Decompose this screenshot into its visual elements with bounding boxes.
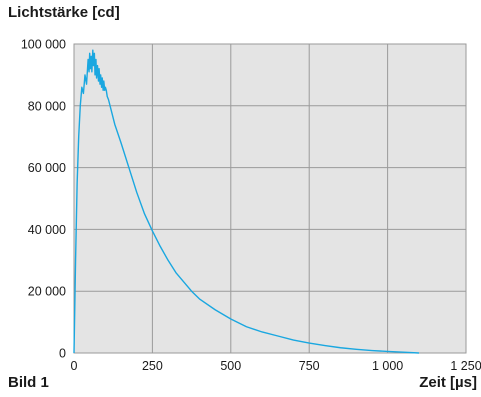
- plot-area: [73, 43, 467, 354]
- y-tick-label: 20 000: [28, 285, 66, 299]
- y-tick-label: 0: [59, 347, 66, 361]
- x-tick-label: 750: [299, 359, 320, 373]
- y-tick-label: 60 000: [28, 161, 66, 175]
- y-axis-label: Lichtstärke [cd]: [8, 4, 120, 21]
- x-axis-label: Zeit [µs]: [419, 374, 477, 391]
- y-tick-label: 40 000: [28, 223, 66, 237]
- x-tick-label: 0: [71, 359, 78, 373]
- luminous-intensity-line: [73, 49, 419, 354]
- x-tick-label: 500: [220, 359, 241, 373]
- x-tick-label: 1 000: [372, 359, 403, 373]
- figure-caption: Bild 1: [8, 374, 49, 391]
- x-tick-label: 1 250: [450, 359, 481, 373]
- x-tick-label: 250: [142, 359, 163, 373]
- y-tick-label: 100 000: [21, 38, 66, 52]
- y-tick-labels: 0 20 000 40 000 60 000 80 000 100 000: [21, 38, 66, 361]
- x-tick-labels: 0 250 500 750 1 000 1 250: [71, 359, 481, 373]
- y-tick-label: 80 000: [28, 99, 66, 113]
- grid-lines: [74, 44, 466, 353]
